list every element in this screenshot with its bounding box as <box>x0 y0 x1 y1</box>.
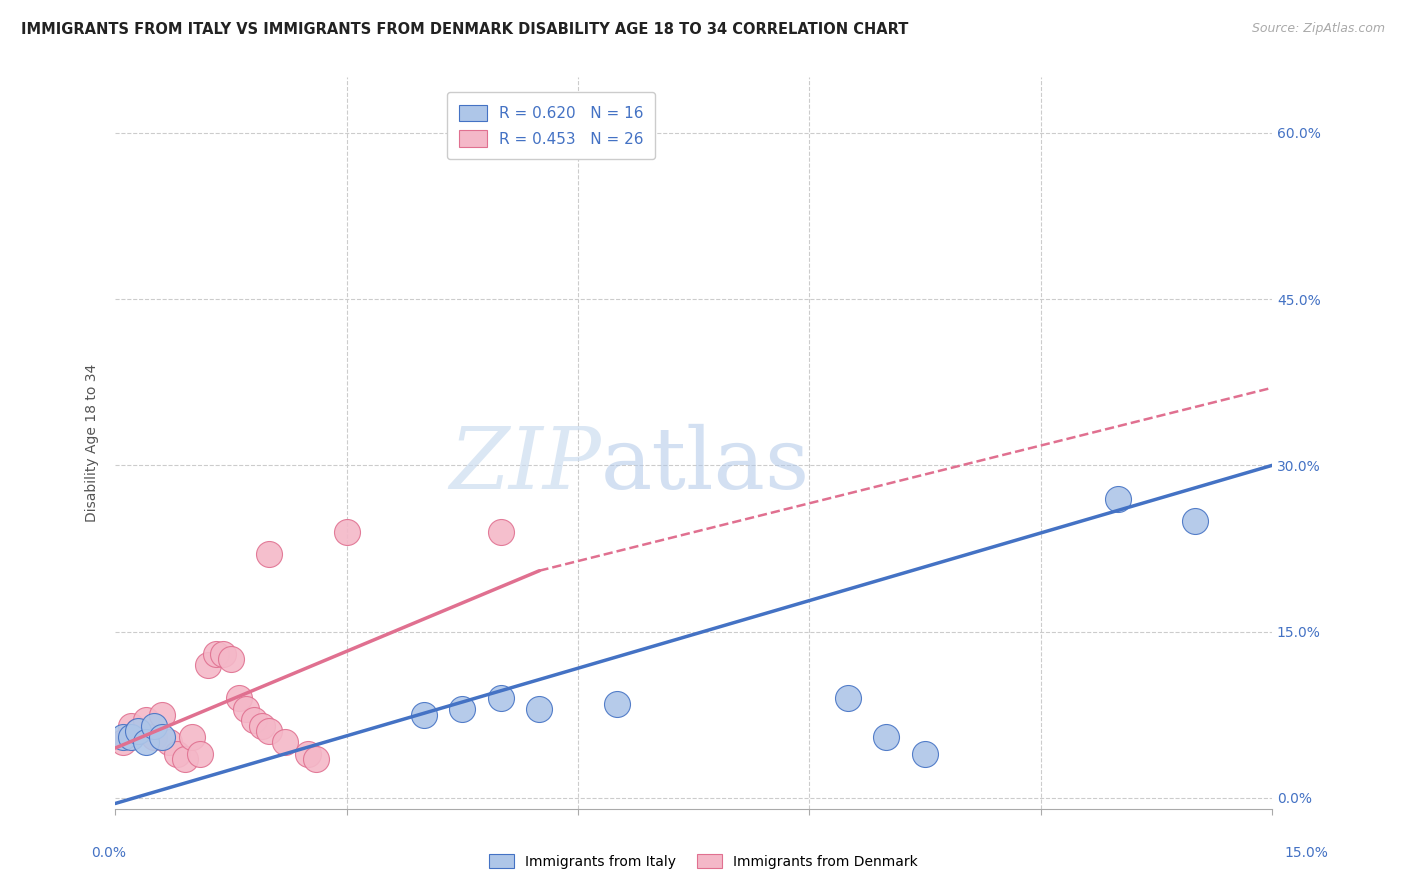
Point <box>135 714 157 728</box>
Point <box>219 652 242 666</box>
Point <box>837 691 859 706</box>
Point <box>605 697 627 711</box>
Point <box>412 707 434 722</box>
Point <box>274 735 297 749</box>
Point <box>127 724 149 739</box>
Point <box>188 747 211 761</box>
Point <box>135 735 157 749</box>
Point <box>166 747 188 761</box>
Point <box>142 719 165 733</box>
Text: IMMIGRANTS FROM ITALY VS IMMIGRANTS FROM DENMARK DISABILITY AGE 18 TO 34 CORRELA: IMMIGRANTS FROM ITALY VS IMMIGRANTS FROM… <box>21 22 908 37</box>
Point <box>142 730 165 744</box>
Point <box>305 752 328 766</box>
Point <box>228 691 250 706</box>
Point <box>111 735 134 749</box>
Legend: R = 0.620   N = 16, R = 0.453   N = 26: R = 0.620 N = 16, R = 0.453 N = 26 <box>447 93 655 160</box>
Text: Source: ZipAtlas.com: Source: ZipAtlas.com <box>1251 22 1385 36</box>
Point <box>336 524 359 539</box>
Point <box>181 730 204 744</box>
Point <box>120 730 142 744</box>
Point <box>451 702 474 716</box>
Point <box>489 524 512 539</box>
Point <box>120 719 142 733</box>
Point <box>250 719 273 733</box>
Text: 0.0%: 0.0% <box>91 846 127 860</box>
Point <box>489 691 512 706</box>
Text: 15.0%: 15.0% <box>1285 846 1329 860</box>
Point <box>297 747 319 761</box>
Point <box>150 707 173 722</box>
Point <box>259 547 281 561</box>
Point <box>875 730 897 744</box>
Text: atlas: atlas <box>602 424 810 507</box>
Text: ZIP: ZIP <box>449 424 602 507</box>
Legend: Immigrants from Italy, Immigrants from Denmark: Immigrants from Italy, Immigrants from D… <box>484 848 922 874</box>
Point <box>157 735 180 749</box>
Point <box>529 702 551 716</box>
Point <box>127 724 149 739</box>
Point <box>243 714 266 728</box>
Point <box>204 647 226 661</box>
Point <box>212 647 235 661</box>
Point <box>235 702 257 716</box>
Point <box>111 730 134 744</box>
Point <box>173 752 195 766</box>
Point <box>259 724 281 739</box>
Point <box>914 747 936 761</box>
Point <box>1107 491 1129 506</box>
Point <box>150 730 173 744</box>
Point <box>197 657 219 672</box>
Y-axis label: Disability Age 18 to 34: Disability Age 18 to 34 <box>86 364 100 523</box>
Point <box>1184 514 1206 528</box>
